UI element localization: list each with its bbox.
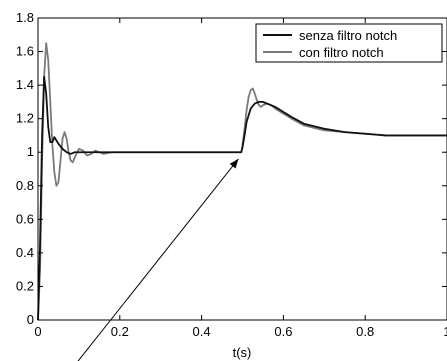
y-tick-label-0-4: 0.4 [16, 245, 34, 260]
ticks-layer: 0 0.2 0.4 0.6 0.8 1 0 0.2 0.4 0.6 0.8 1 1.2 1.4 1.6 1.8 [16, 10, 447, 339]
legend-box [255, 23, 443, 63]
plot-frame [37, 17, 447, 321]
y-tick-label-0-6: 0.6 [16, 211, 34, 226]
y-tick-label-1-2: 1.2 [16, 111, 34, 126]
y-tick-label-0: 0 [27, 312, 34, 327]
x-tick-label-0-8: 0.8 [356, 324, 374, 339]
y-tick-label-0-2: 0.2 [16, 278, 34, 293]
x-tick-label-0-4: 0.4 [193, 324, 211, 339]
y-tick-label-0-8: 0.8 [16, 178, 34, 193]
annotation-arrow-line [77, 158, 239, 361]
y-tick-label-1-4: 1.4 [16, 77, 34, 92]
legend-label-con-filtro-notch: con filtro notch [299, 45, 384, 60]
annotation-arrow-head [229, 158, 239, 169]
plot-background [38, 18, 447, 320]
legend: senza filtro notch con filtro notch [255, 23, 443, 63]
annotation-layer [77, 158, 239, 361]
legend-label-senza-filtro-notch: senza filtro notch [299, 28, 397, 43]
y-tick-label-1: 1 [27, 144, 34, 159]
x-tick-label-0-6: 0.6 [274, 324, 292, 339]
series-line-senza-filtro-notch [37, 75, 447, 321]
y-tick-label-1-6: 1.6 [16, 44, 34, 59]
series-layer [37, 42, 447, 321]
x-tick-label-0-2: 0.2 [111, 324, 129, 339]
x-tick-label-1: 1 [443, 324, 447, 339]
y-tick-label-1-8: 1.8 [16, 10, 34, 25]
x-axis-label: t(s) [233, 345, 252, 360]
x-tick-label-0: 0 [34, 324, 41, 339]
